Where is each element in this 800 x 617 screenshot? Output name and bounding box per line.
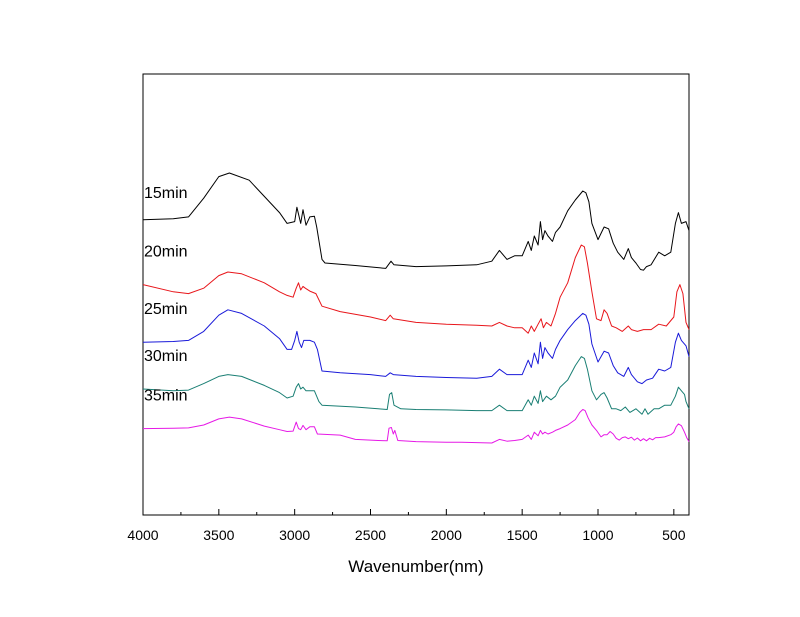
series-label-35min: 35min <box>144 388 188 405</box>
series-line-25min <box>142 309 690 385</box>
x-tick-label-1000: 1000 <box>582 527 613 543</box>
series-labels: 15min 20min 25min 30min 35min <box>144 185 188 405</box>
series-label-25min: 25min <box>144 301 188 318</box>
x-axis-title: Wavenumber(nm) <box>348 557 483 576</box>
x-axis-ticks <box>142 509 675 515</box>
x-axis-tick-labels: 4000 3500 3000 2500 2000 1500 1000 500 <box>127 527 685 543</box>
x-tick-label-2000: 2000 <box>431 527 462 543</box>
series-line-35min <box>142 409 690 444</box>
x-tick-label-3000: 3000 <box>279 527 310 543</box>
series-line-30min <box>142 356 690 415</box>
series-line-20min <box>142 244 690 334</box>
plot-frame <box>142 73 690 516</box>
series-label-15min: 15min <box>144 185 188 202</box>
x-tick-label-1500: 1500 <box>507 527 538 543</box>
series-label-20min: 20min <box>144 244 188 261</box>
spectra-series <box>142 172 690 444</box>
x-tick-label-2500: 2500 <box>355 527 386 543</box>
x-tick-label-3500: 3500 <box>203 527 234 543</box>
x-tick-label-500: 500 <box>662 527 686 543</box>
x-tick-label-4000: 4000 <box>127 527 158 543</box>
series-label-30min: 30min <box>144 348 188 365</box>
series-line-15min <box>142 172 690 271</box>
